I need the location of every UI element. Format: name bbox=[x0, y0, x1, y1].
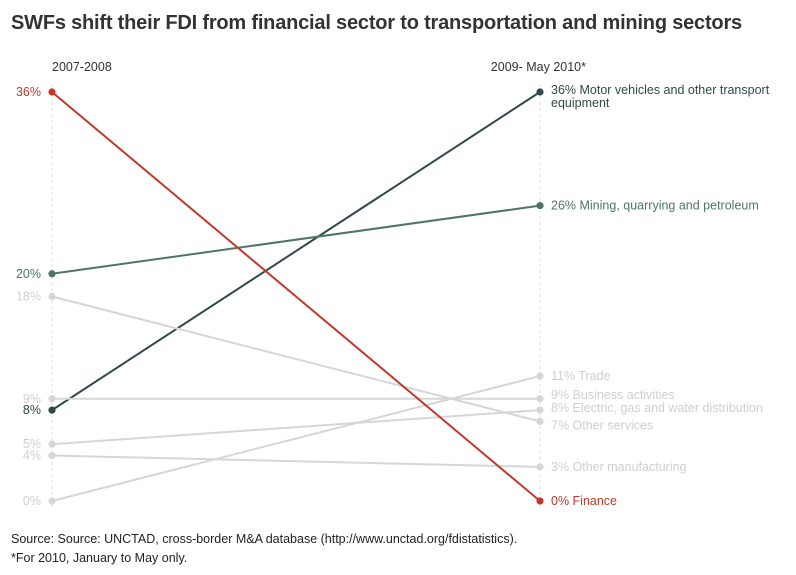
point-start-other-services bbox=[48, 292, 56, 301]
point-end-mining-quarrying-and-petroleum bbox=[536, 202, 544, 210]
series-line-mining-quarrying-and-petroleum bbox=[51, 204, 541, 275]
end-label-business-activities: 9% Business activities bbox=[551, 388, 675, 402]
point-start-finance bbox=[48, 88, 56, 96]
series-line-motor-vehicles-and-other-transport-equipment bbox=[51, 91, 541, 411]
right-period-label: 2009- May 2010* bbox=[491, 60, 586, 74]
series-line-trade bbox=[51, 375, 541, 502]
start-label-finance: 36% bbox=[16, 85, 41, 99]
point-end-trade bbox=[536, 372, 544, 380]
end-label-other-services: 7% Other services bbox=[551, 418, 653, 432]
point-end-electric-gas-and-water-distribution bbox=[536, 406, 544, 414]
start-label-other-manufacturing: 4% bbox=[23, 449, 41, 463]
period-footnote: *For 2010, January to May only. bbox=[11, 551, 188, 565]
end-label-finance: 0% Finance bbox=[551, 494, 617, 508]
chart-title: SWFs shift their FDI from financial sect… bbox=[11, 12, 742, 34]
point-start-motor-vehicles-and-other-transport-equipment bbox=[48, 406, 56, 414]
end-label-trade: 11% Trade bbox=[551, 369, 611, 383]
start-label-trade: 0% bbox=[23, 494, 41, 508]
point-end-other-manufacturing bbox=[536, 463, 544, 471]
point-start-business-activities bbox=[48, 395, 56, 403]
start-label-other-services: 18% bbox=[16, 290, 41, 304]
chart-footer: Source: Source: UNCTAD, cross-border M&A… bbox=[11, 530, 517, 568]
start-label-business-activities: 9% bbox=[23, 392, 41, 406]
end-label-mining-quarrying-and-petroleum: 26% Mining, quarrying and petroleum bbox=[551, 199, 759, 213]
start-label-mining-quarrying-and-petroleum: 20% bbox=[16, 267, 41, 281]
point-start-other-manufacturing bbox=[48, 451, 56, 460]
point-end-finance bbox=[536, 497, 544, 505]
series-line-electric-gas-and-water-distribution bbox=[51, 409, 541, 446]
series-line-other-services bbox=[51, 295, 541, 423]
end-label-electric-gas-and-water-distribution: 8% Electric, gas and water distribution bbox=[551, 401, 763, 415]
end-label-line: equipment bbox=[551, 96, 610, 110]
end-label-motor-vehicles-and-other-transport-equipment: 36% Motor vehicles and other transport eq… bbox=[551, 83, 770, 110]
start-label-motor-vehicles-and-other-transport-equipment: 8% bbox=[23, 403, 41, 417]
left-period-label: 2007-2008 bbox=[52, 60, 112, 74]
series-line-finance bbox=[51, 91, 541, 502]
end-label-other-manufacturing: 3% Other manufacturing bbox=[551, 460, 687, 474]
start-label-electric-gas-and-water-distribution: 5% bbox=[23, 437, 41, 451]
end-label-line: 36% Motor vehicles and other transport bbox=[551, 83, 770, 97]
source-note: Source: Source: UNCTAD, cross-border M&A… bbox=[11, 532, 518, 546]
point-start-electric-gas-and-water-distribution bbox=[48, 440, 56, 448]
point-end-motor-vehicles-and-other-transport-equipment bbox=[536, 88, 544, 96]
point-end-other-services bbox=[536, 417, 544, 426]
point-start-mining-quarrying-and-petroleum bbox=[48, 270, 56, 278]
point-start-trade bbox=[48, 497, 56, 505]
series-line-other-manufacturing bbox=[51, 454, 541, 468]
point-end-business-activities bbox=[536, 395, 544, 403]
